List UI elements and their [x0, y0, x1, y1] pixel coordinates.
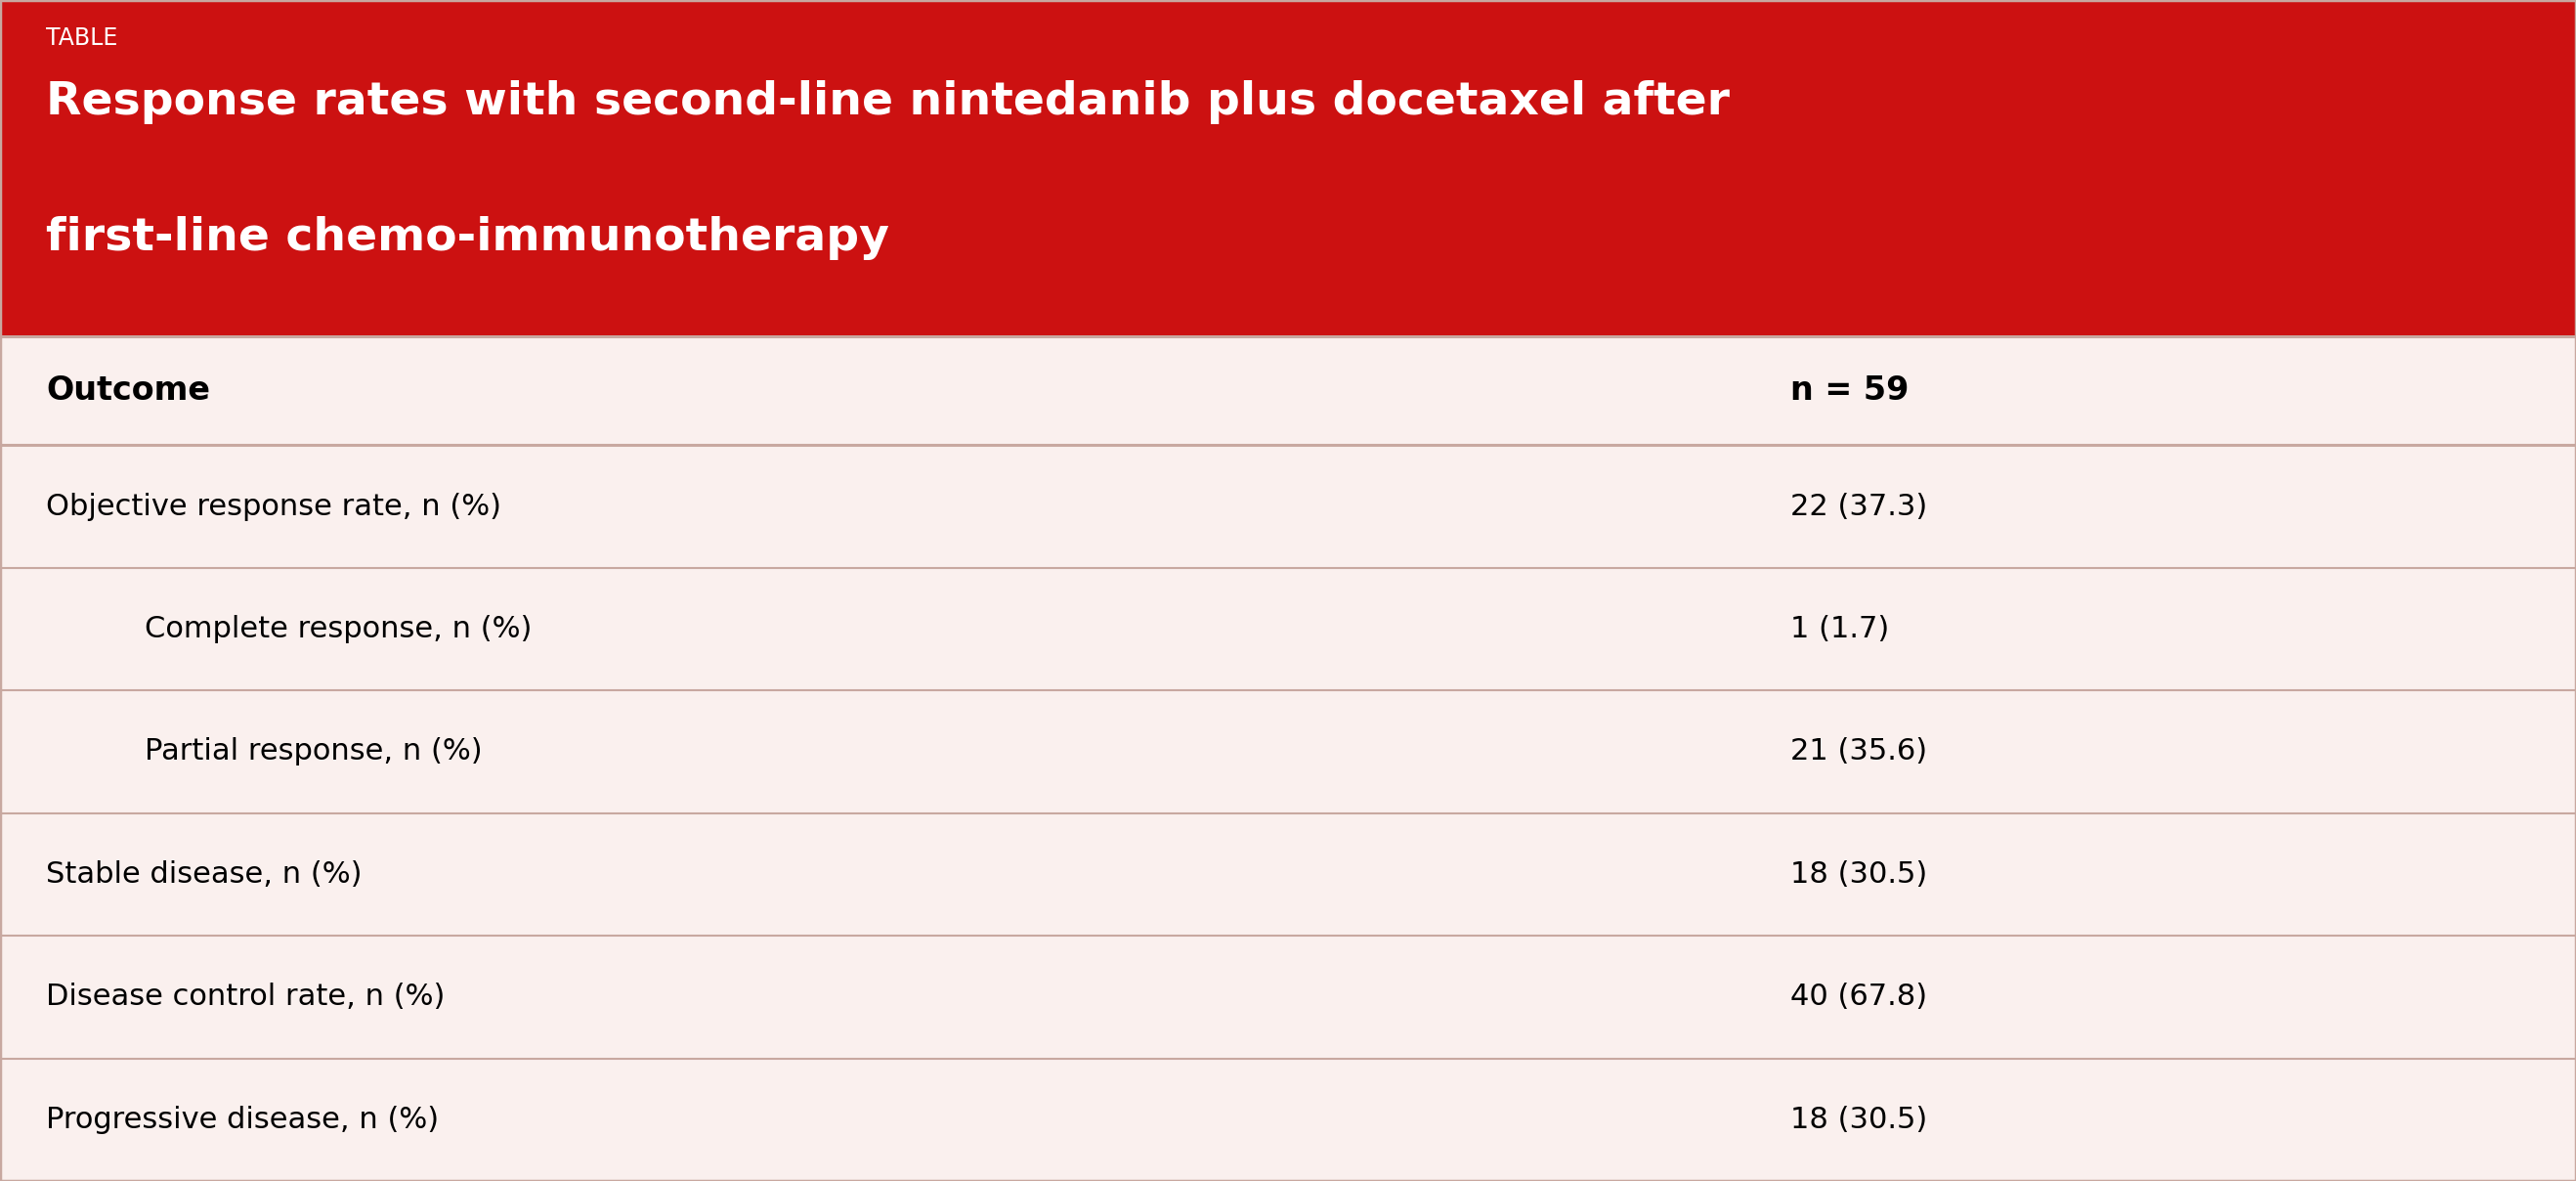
Text: n = 59: n = 59	[1790, 374, 1909, 407]
Text: 18 (30.5): 18 (30.5)	[1790, 1105, 1927, 1134]
Bar	[0, 445, 2576, 568]
Bar	[0, 1058, 2576, 1181]
Text: Response rates with second-line nintedanib plus docetaxel after: Response rates with second-line nintedan…	[46, 80, 1731, 124]
Text: 1 (1.7): 1 (1.7)	[1790, 615, 1888, 644]
Text: Objective response rate, n (%): Objective response rate, n (%)	[46, 492, 502, 521]
Text: TABLE: TABLE	[46, 26, 118, 50]
Bar	[0, 691, 2576, 813]
Text: Disease control rate, n (%): Disease control rate, n (%)	[46, 983, 446, 1011]
Text: 21 (35.6): 21 (35.6)	[1790, 738, 1927, 766]
Text: 40 (67.8): 40 (67.8)	[1790, 983, 1927, 1011]
Text: 22 (37.3): 22 (37.3)	[1790, 492, 1927, 521]
Bar	[0, 337, 2576, 445]
Text: first-line chemo-immunotherapy: first-line chemo-immunotherapy	[46, 216, 889, 260]
Text: Stable disease, n (%): Stable disease, n (%)	[46, 860, 363, 888]
Bar	[0, 813, 2576, 935]
Text: Outcome: Outcome	[46, 374, 211, 407]
Bar	[0, 0, 2576, 337]
Bar	[0, 935, 2576, 1058]
Text: Partial response, n (%): Partial response, n (%)	[144, 738, 482, 766]
Text: Complete response, n (%): Complete response, n (%)	[144, 615, 531, 644]
Bar	[0, 568, 2576, 691]
Text: 18 (30.5): 18 (30.5)	[1790, 860, 1927, 888]
Text: Progressive disease, n (%): Progressive disease, n (%)	[46, 1105, 440, 1134]
